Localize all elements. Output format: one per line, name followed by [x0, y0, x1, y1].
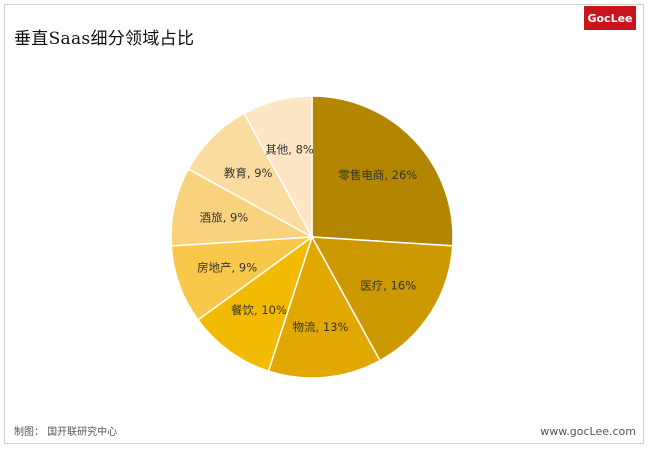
website-url[interactable]: www.gocLee.com: [540, 425, 636, 438]
slice-label-3: 物流, 13%: [293, 320, 349, 334]
pie-slice-3: [267, 235, 381, 379]
pie-slice-1: [311, 95, 454, 247]
slice-label-4: 餐饮, 10%: [231, 303, 287, 317]
pie-slice-2: [310, 236, 454, 362]
slice-label-2: 医疗, 16%: [360, 278, 416, 292]
pie-slice-8: [243, 95, 313, 238]
slice-label-1: 零售电商, 26%: [338, 168, 417, 182]
pie-slice-4: [196, 235, 314, 373]
goclee-logo: GocLee: [584, 6, 636, 30]
pie-slice-6: [170, 168, 315, 247]
pie-slice-7: [187, 112, 314, 239]
slice-label-6: 酒旅, 9%: [200, 210, 249, 224]
slice-label-8: 其他, 8%: [265, 143, 314, 157]
slice-label-7: 教育, 9%: [224, 166, 273, 180]
slice-label-5: 房地产, 9%: [197, 261, 257, 275]
chart-title: 垂直Saas细分领域占比: [14, 29, 195, 49]
pie-slice-5: [170, 236, 315, 321]
source-credit: 制图： 国开联研究中心: [14, 427, 118, 438]
